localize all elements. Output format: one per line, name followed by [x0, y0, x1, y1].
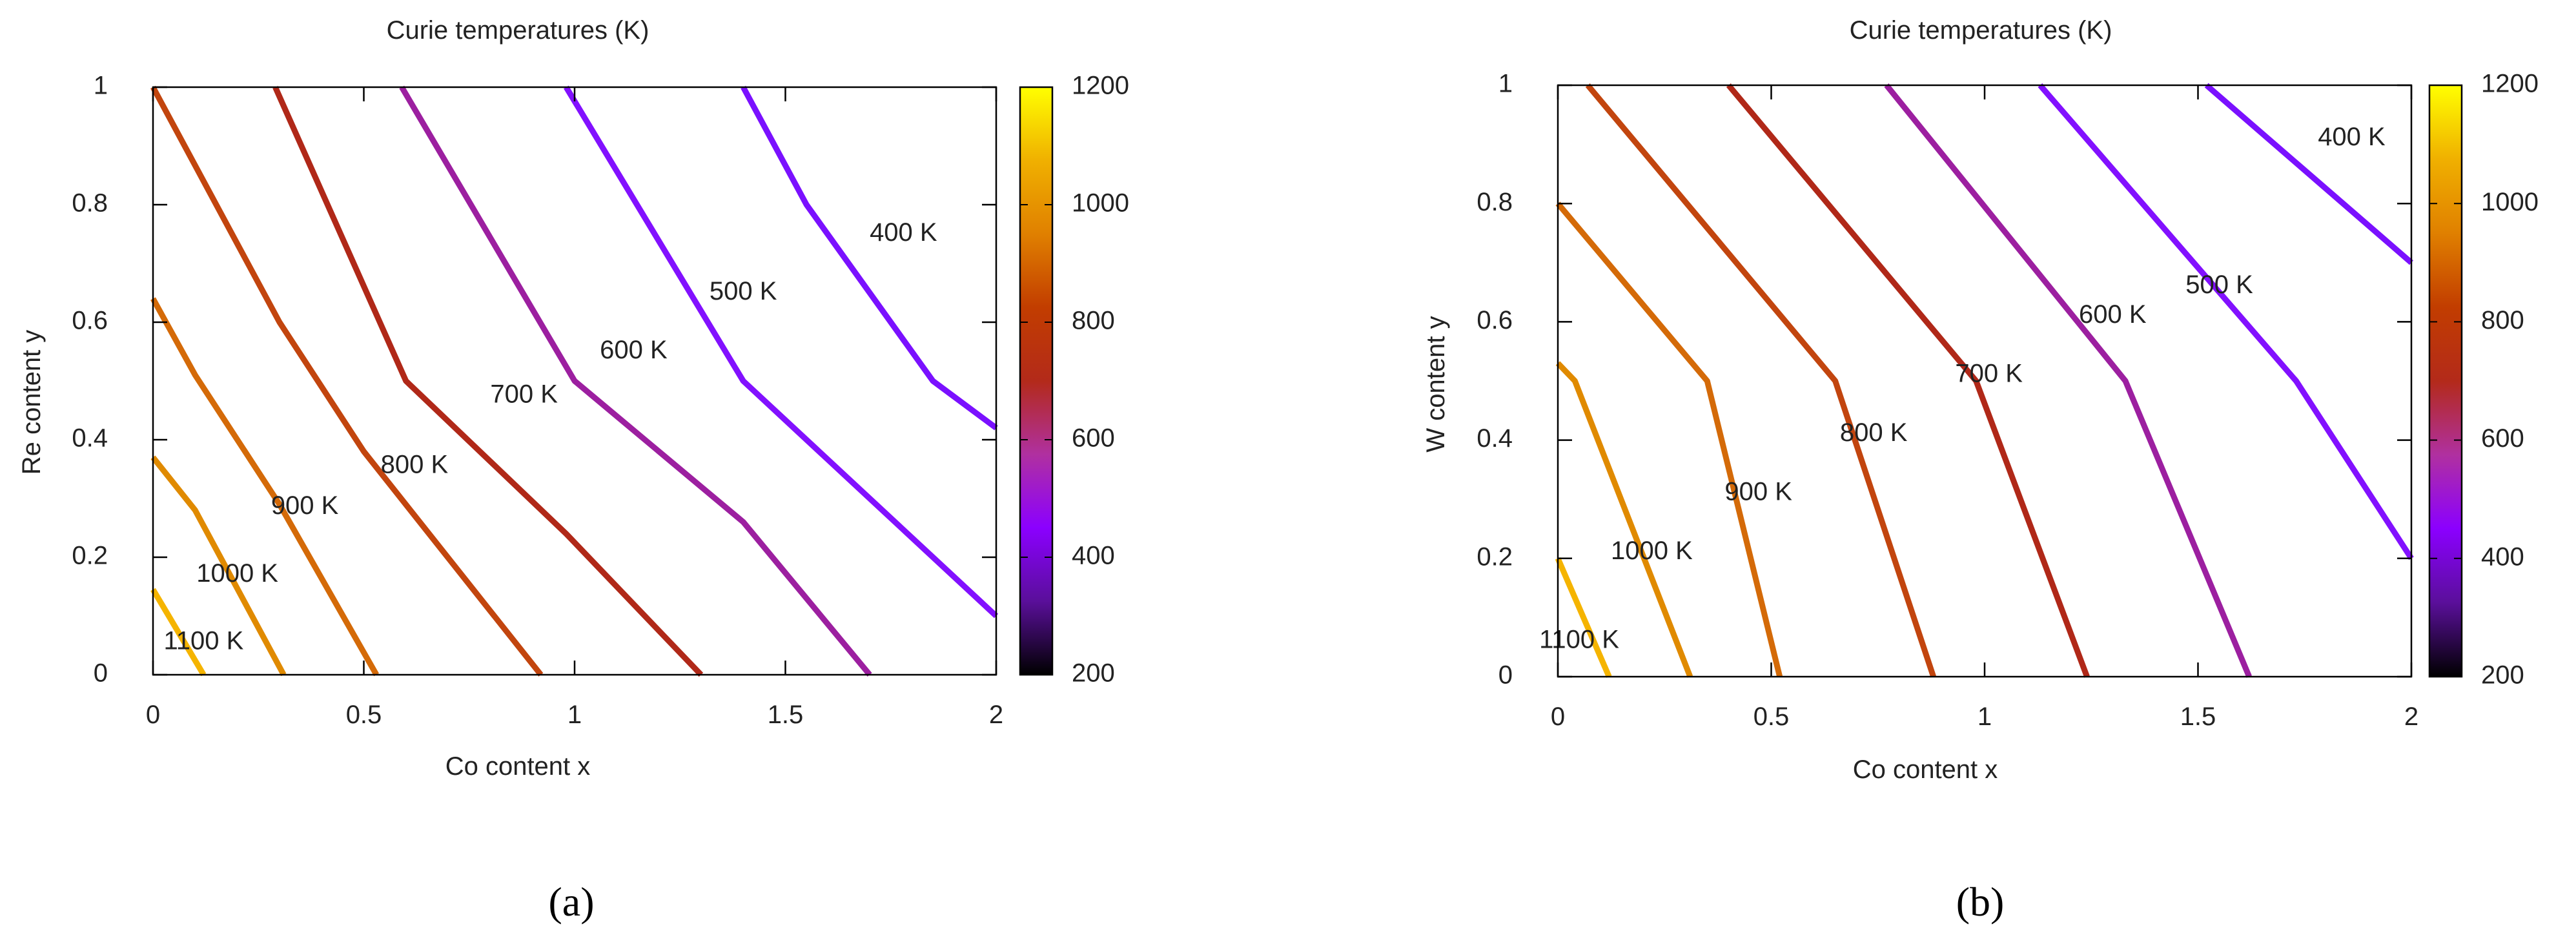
contour-label: 700 K — [1955, 359, 2023, 387]
contour-label: 1000 K — [196, 559, 278, 588]
contour-line-600 — [399, 85, 872, 677]
y-tick-label: 0.8 — [72, 189, 108, 218]
colorbar-tick-label: 1200 — [2481, 70, 2539, 98]
contour-line-400 — [2204, 83, 2413, 265]
contour-label: 400 K — [2318, 123, 2386, 151]
plot-area: 1100 K 1000 K 900 K 800 K 700 K 600 K 500 K 400… — [1477, 70, 2539, 731]
contour-lines — [1555, 83, 2414, 678]
x-tick-label: 1.5 — [768, 701, 804, 729]
y-tick-label: 0.6 — [1477, 306, 1513, 334]
colorbar-bar — [1019, 86, 1054, 676]
colorbar-tick-label: 200 — [2481, 661, 2524, 690]
y-tick-label: 0.4 — [1477, 424, 1513, 453]
y-tick-label: 0.2 — [72, 542, 108, 570]
y-tick-label: 0 — [94, 659, 108, 688]
y-tick-label: 0.6 — [72, 307, 108, 335]
y-axis-label: W content y — [1422, 316, 1450, 452]
contour-label: 900 K — [271, 491, 339, 520]
x-tick-label: 0.5 — [1753, 703, 1790, 731]
chart-title: Curie temperatures (K) — [1850, 16, 2112, 45]
y-tick-label: 0.4 — [72, 424, 108, 453]
y-tick-label: 0 — [1498, 661, 1513, 690]
y-tick-label: 1 — [1498, 70, 1513, 98]
colorbar-tick-label: 1000 — [1072, 189, 1129, 218]
y-tick-label: 1 — [94, 72, 108, 100]
colorbar-tick-label: 1000 — [2481, 188, 2539, 216]
contour-line-500 — [2038, 83, 2414, 560]
contour-line-1000 — [150, 455, 287, 677]
contour-label: 1100 K — [1539, 626, 1619, 654]
y-axis-label: Re content y — [17, 330, 46, 475]
contour-label: 500 K — [710, 277, 777, 305]
contour-line-1100 — [1555, 557, 1612, 678]
contour-label: 600 K — [2079, 300, 2147, 329]
chart-title: Curie temperatures (K) — [387, 16, 649, 45]
contour-label: 500 K — [2185, 271, 2253, 299]
x-axis-label: Co content x — [1853, 755, 1998, 784]
colorbar-tick-label: 600 — [2481, 424, 2524, 453]
contour-label: 1000 K — [1611, 537, 1693, 565]
colorbar-bar — [2428, 84, 2463, 678]
x-tick-label: 0.5 — [346, 701, 382, 729]
x-tick-label: 2 — [2404, 703, 2418, 731]
colorbar: 200 400 600 800 1000 1200 — [2428, 70, 2539, 690]
colorbar: 200 400 600 800 1000 1200 — [1019, 72, 1129, 688]
contour-line-1000 — [1555, 361, 1693, 678]
colorbar-tick-label: 400 — [1072, 542, 1115, 570]
contour-line-600 — [1884, 83, 2252, 678]
panel-caption: (b) — [1956, 879, 2005, 925]
contour-label: 600 K — [600, 336, 668, 364]
colorbar-tick-label: 800 — [1072, 307, 1115, 335]
y-tick-label: 0.2 — [1477, 542, 1513, 571]
contour-label: 1100 K — [163, 627, 243, 655]
colorbar-tick-label: 1200 — [1072, 72, 1129, 100]
contour-line-700 — [272, 86, 704, 677]
y-tick-label: 0.8 — [1477, 188, 1513, 216]
x-axis-label: Co content x — [445, 752, 591, 781]
contour-label: 800 K — [381, 451, 449, 479]
contour-label: 900 K — [1724, 478, 1792, 506]
contour-line-1100 — [150, 588, 207, 677]
contour-line-800 — [150, 85, 544, 677]
panel-caption: (a) — [548, 879, 594, 925]
colorbar-tick-label: 800 — [2481, 306, 2524, 334]
x-tick-label: 1.5 — [2180, 703, 2216, 731]
colorbar-tick-label: 400 — [2481, 542, 2524, 571]
panel-b: Curie temperatures (K) 1100 K 1000 K 900 K… — [1422, 16, 2539, 925]
x-tick-label: 0 — [146, 701, 160, 729]
colorbar-tick-label: 600 — [1072, 424, 1115, 453]
contour-line-500 — [564, 85, 999, 619]
contour-line-700 — [1726, 83, 2090, 678]
contour-line-900 — [150, 297, 380, 677]
contour-line-400 — [741, 85, 998, 431]
contour-label: 800 K — [1840, 418, 1908, 447]
x-tick-label: 1 — [567, 701, 582, 729]
panel-a: Curie temperatures (K) 1100 K 1000 K 900 K… — [17, 16, 1129, 925]
contour-lines — [150, 85, 999, 677]
contour-label: 400 K — [870, 218, 937, 247]
x-tick-label: 2 — [989, 701, 1003, 729]
x-tick-label: 1 — [1978, 703, 1992, 731]
plot-area: 1100 K 1000 K 900 K 800 K 700 K 600 K 500 K 400… — [72, 72, 1129, 729]
colorbar-tick-label: 200 — [1072, 659, 1115, 688]
x-tick-label: 0 — [1551, 703, 1565, 731]
contour-line-900 — [1555, 201, 1783, 678]
contour-line-800 — [1585, 83, 1936, 678]
contour-label: 700 K — [490, 380, 558, 408]
